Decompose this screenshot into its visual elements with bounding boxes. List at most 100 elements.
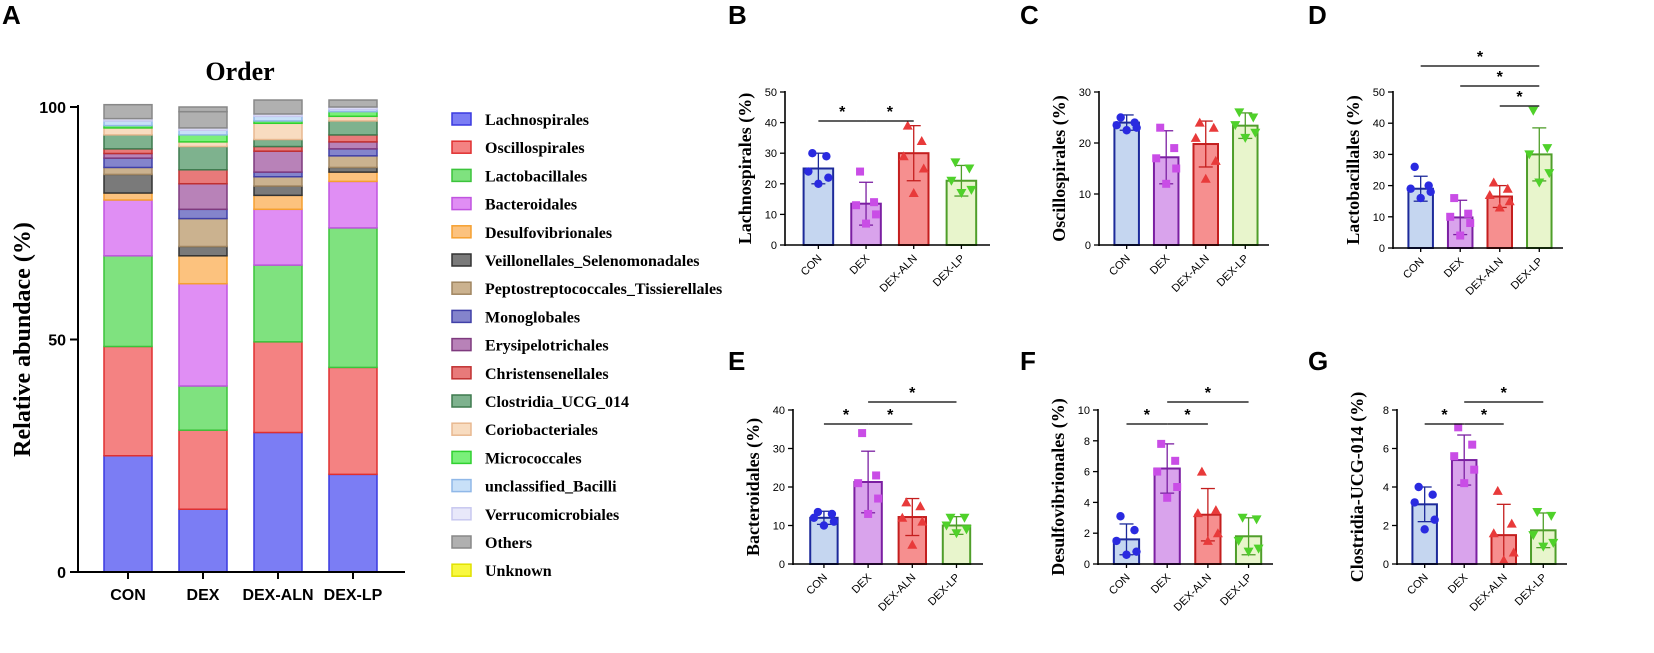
stacked-segment-remainder — [178, 106, 228, 113]
data-point-circle — [1406, 184, 1415, 193]
stacked-segment-oscillospirales — [103, 345, 153, 457]
stacked-segment-peptostreptococcales-tissierellales — [178, 217, 228, 248]
legend-swatch-veillonellales-selenomonadales — [451, 253, 472, 267]
y-axis-label: Oscillospirales (%) — [1049, 95, 1070, 242]
y-axis-label: Relative abundace (%) — [10, 222, 36, 457]
data-point-inverted-triangle — [1532, 508, 1543, 518]
data-point-triangle — [917, 516, 928, 526]
data-point-square — [854, 479, 863, 488]
data-point-inverted-triangle — [941, 521, 952, 531]
data-point-triangle — [1202, 535, 1213, 545]
stacked-segment-others — [328, 99, 378, 108]
data-point-square — [1470, 465, 1479, 474]
significance-star: * — [887, 407, 894, 424]
data-point-triangle — [1508, 547, 1519, 557]
legend-label: Coriobacteriales — [485, 422, 598, 439]
bar-con — [1411, 503, 1438, 566]
legend-swatch-unclassified-bacilli — [451, 478, 472, 493]
y-tick-label: 20 — [765, 179, 777, 191]
data-point-square — [1450, 194, 1459, 203]
stacked-segment-veillonellales-selenomonadales — [178, 245, 228, 257]
x-tick-label: CON — [799, 253, 825, 279]
legend-label: Others — [485, 535, 532, 552]
data-point-square — [1157, 439, 1166, 448]
y-tick-label: 20 — [1373, 181, 1385, 193]
panel-g-bar-chart: G Clostridia-UCG-014 (%) 0 2 4 6 8 CON DEXDEX-AL… — [1308, 346, 1567, 614]
x-tick-label: CON — [1107, 253, 1133, 279]
data-point-inverted-triangle — [1233, 536, 1244, 546]
data-point-inverted-triangle — [1528, 531, 1539, 541]
panel-e-bar-chart: E Bacteroidales (%) 0 10 20 30 40 CON DEX DEX-ALN… — [728, 346, 983, 614]
data-point-inverted-triangle — [1534, 178, 1545, 188]
data-point-circle — [1428, 490, 1437, 499]
x-tick-label: DEX — [1148, 252, 1173, 277]
stacked-segment-erysipelotrichales — [253, 150, 303, 173]
data-point-triangle — [1212, 528, 1223, 538]
data-point-circle — [804, 167, 813, 176]
y-tick-label: 30 — [773, 444, 785, 456]
stacked-segment-clostridia-ucg-014 — [253, 138, 303, 148]
y-axis-label: Lachnospirales (%) — [735, 93, 756, 245]
stacked-segment-desulfovibrionales — [103, 192, 153, 201]
panel-letter-d: D — [1308, 0, 1327, 30]
data-point-circle — [1416, 193, 1425, 203]
stacked-segment-lactobacillales — [103, 255, 153, 348]
y-tick-label: 6 — [1084, 467, 1090, 479]
bar-dex-lp — [1232, 124, 1259, 246]
y-tick-label: 10 — [765, 209, 777, 221]
y-tick-label: 2 — [1383, 521, 1389, 533]
data-point-circle — [1430, 515, 1439, 524]
data-point-inverted-triangle — [1544, 169, 1555, 179]
x-tick-label: DEX — [1149, 571, 1174, 596]
data-point-square — [858, 429, 867, 438]
data-point-triangle — [1488, 528, 1499, 538]
stacked-segment-desulfovibrionales — [328, 171, 378, 183]
stacked-segment-erysipelotrichales — [328, 141, 378, 150]
legend-swatch-others — [451, 535, 472, 549]
significance-star: * — [843, 407, 850, 424]
y-tick-label: 20 — [1079, 138, 1091, 150]
data-point-square — [1162, 179, 1171, 188]
data-point-square — [1466, 219, 1475, 228]
legend-swatch-desulfovibrionales — [451, 225, 472, 239]
data-point-square — [1152, 154, 1161, 163]
data-point-triangle — [1498, 555, 1509, 565]
stacked-segment-oscillospirales — [178, 429, 228, 510]
y-tick-label: 30 — [1373, 149, 1385, 161]
y-tick-label: 0 — [779, 559, 785, 571]
legend-label: Erysipelotrichales — [485, 338, 609, 355]
x-tick-label: DEX-ALN — [1468, 572, 1510, 614]
x-tick-label: DEX-LP — [1513, 572, 1550, 609]
legend-label: Veillonellales_Selenomonadales — [485, 253, 700, 270]
data-point-square — [856, 167, 865, 176]
data-point-square — [1170, 144, 1179, 153]
stacked-segment-bacteroidales — [178, 282, 228, 387]
data-point-triangle — [1506, 518, 1517, 528]
x-tick-label: CON — [1401, 256, 1427, 282]
data-point-triangle — [1210, 155, 1221, 165]
stacked-segment-others — [103, 103, 153, 120]
data-point-square — [1450, 452, 1459, 461]
y-tick-label: 0 — [1379, 243, 1385, 255]
data-point-circle — [1122, 550, 1131, 559]
data-point-inverted-triangle — [946, 176, 957, 186]
data-point-square — [874, 494, 883, 503]
data-point-circle — [814, 179, 823, 188]
stacked-segment-clostridia-ucg-014 — [328, 120, 378, 136]
x-tick-label: CON — [110, 587, 146, 604]
y-tick-label: 6 — [1383, 444, 1389, 456]
data-point-circle — [824, 173, 833, 182]
panel-letter-a: A — [2, 0, 21, 30]
x-tick-label: DEX — [1442, 255, 1467, 280]
significance-star: * — [1497, 69, 1504, 86]
y-tick-label: 10 — [773, 521, 785, 533]
stacked-segment-bacteroidales — [328, 180, 378, 229]
y-tick-label: 20 — [773, 482, 785, 494]
legend-swatch-coriobacteriales — [451, 422, 472, 436]
data-point-square — [1156, 123, 1165, 132]
data-point-square — [1171, 456, 1180, 465]
x-tick-label: DEX-ALN — [1464, 256, 1506, 298]
stacked-segment-christensenellales — [328, 134, 378, 143]
data-point-circle — [822, 152, 831, 161]
data-point-triangle — [1494, 202, 1505, 212]
